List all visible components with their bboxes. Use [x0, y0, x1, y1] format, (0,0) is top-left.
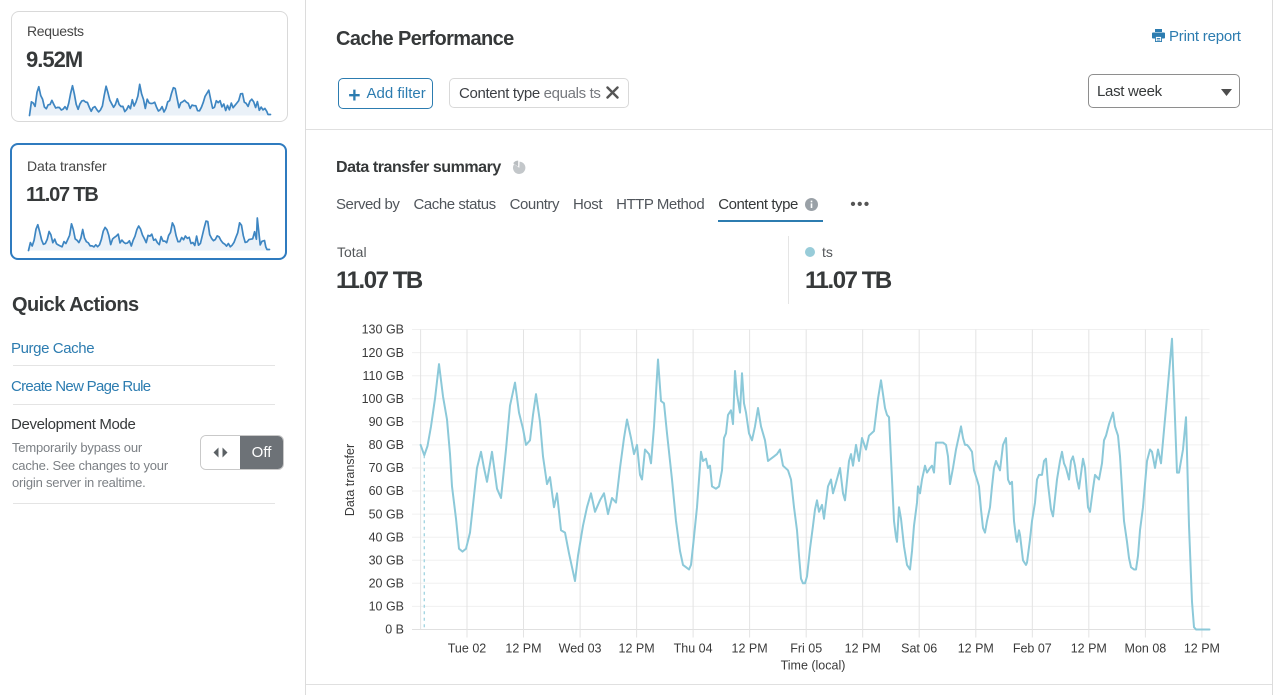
svg-text:Fri 05: Fri 05 [790, 642, 822, 656]
svg-text:30 GB: 30 GB [369, 554, 404, 568]
svg-text:80 GB: 80 GB [369, 438, 404, 452]
svg-text:70 GB: 70 GB [369, 461, 404, 475]
svg-text:50 GB: 50 GB [369, 507, 404, 521]
svg-text:60 GB: 60 GB [369, 484, 404, 498]
svg-text:120 GB: 120 GB [362, 346, 404, 360]
svg-text:0 B: 0 B [385, 623, 404, 637]
svg-text:Data transfer: Data transfer [343, 444, 357, 516]
svg-text:12 PM: 12 PM [845, 642, 881, 656]
svg-text:Feb 07: Feb 07 [1013, 642, 1052, 656]
svg-text:20 GB: 20 GB [369, 577, 404, 591]
svg-text:12 PM: 12 PM [732, 642, 768, 656]
svg-text:Thu 04: Thu 04 [674, 642, 713, 656]
svg-text:Mon 08: Mon 08 [1125, 642, 1167, 656]
svg-text:Sat 06: Sat 06 [901, 642, 937, 656]
svg-text:130 GB: 130 GB [362, 323, 404, 337]
svg-text:Wed 03: Wed 03 [559, 642, 602, 656]
svg-text:Tue 02: Tue 02 [448, 642, 487, 656]
svg-text:12 PM: 12 PM [505, 642, 541, 656]
svg-text:12 PM: 12 PM [1071, 642, 1107, 656]
svg-text:12 PM: 12 PM [1184, 642, 1220, 656]
svg-text:110 GB: 110 GB [363, 369, 404, 383]
svg-text:90 GB: 90 GB [369, 415, 404, 429]
svg-text:12 PM: 12 PM [958, 642, 994, 656]
svg-text:12 PM: 12 PM [619, 642, 655, 656]
svg-text:Time (local): Time (local) [781, 659, 846, 673]
svg-text:100 GB: 100 GB [362, 392, 404, 406]
svg-text:40 GB: 40 GB [369, 530, 404, 544]
svg-text:10 GB: 10 GB [369, 600, 404, 614]
